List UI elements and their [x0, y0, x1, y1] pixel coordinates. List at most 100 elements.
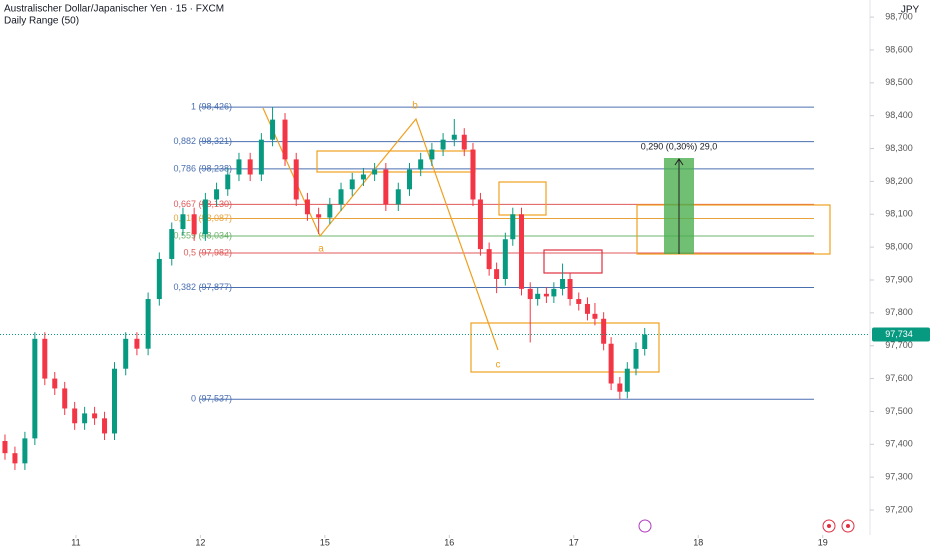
candle-body [592, 313, 598, 319]
candle-body [145, 299, 151, 349]
candle-body [510, 214, 516, 240]
x-tick-label: 15 [320, 537, 330, 547]
candle-body [258, 139, 264, 175]
event-icon [846, 524, 850, 528]
candle-body [601, 318, 607, 344]
candle-body [633, 348, 639, 369]
x-tick-label: 12 [195, 537, 205, 547]
last-price-label: 97,734 [885, 329, 913, 339]
fib-label: 0,559 (98,034) [173, 230, 232, 240]
candle-body [543, 293, 549, 297]
currency-label: JPY [901, 5, 920, 16]
candle-body [62, 388, 68, 409]
candle-body [576, 299, 582, 304]
candle-body [112, 368, 118, 434]
y-tick-label: 98,700 [885, 11, 913, 21]
y-tick-label: 97,300 [885, 472, 913, 482]
candle-body [52, 378, 58, 389]
x-tick-label: 11 [71, 537, 80, 547]
indicator-label: Daily Range (50) [4, 16, 79, 27]
candle-body [584, 303, 590, 314]
candle-body [92, 413, 98, 419]
candle-body [349, 179, 355, 190]
candle-body [519, 214, 525, 289]
candle-body [608, 343, 614, 384]
candle-body [617, 383, 623, 392]
candle-body [282, 119, 288, 160]
candle-body [316, 214, 322, 218]
candle-body [486, 249, 492, 270]
candle-body [338, 189, 344, 205]
x-tick-label: 17 [569, 537, 579, 547]
candle-body [395, 189, 401, 205]
candle-body [624, 368, 630, 392]
candle-body [123, 338, 129, 369]
candle-body [82, 413, 88, 424]
candle-body [247, 159, 253, 175]
fib-label: 0,382 (97,877) [173, 282, 232, 292]
y-tick-label: 98,200 [885, 176, 913, 186]
candle-body [22, 438, 28, 464]
fib-label: 0,667 (98,130) [173, 199, 232, 209]
candle-body [440, 139, 446, 150]
wave-label: b [412, 101, 418, 112]
candle-body [180, 214, 186, 230]
event-icon [841, 519, 855, 533]
candle-body [169, 229, 175, 259]
candle-body [461, 134, 467, 150]
candle-body [12, 453, 18, 464]
candle-body [567, 279, 573, 300]
candle-body [102, 418, 108, 434]
candle-body [156, 258, 162, 300]
candle-body [527, 288, 533, 300]
y-tick-label: 98,500 [885, 77, 913, 87]
candle-body [418, 159, 424, 170]
candle-body [236, 159, 242, 175]
candle-body [214, 189, 220, 200]
candle-body [360, 174, 366, 180]
candle-body [2, 441, 8, 454]
candle-body [42, 338, 48, 379]
fib-label: 0,882 (98,321) [173, 136, 232, 146]
candle-body [477, 199, 483, 250]
y-tick-label: 98,000 [885, 242, 913, 252]
candle-body [560, 279, 566, 289]
zone-box [543, 249, 603, 274]
candles [2, 107, 648, 470]
candle-body [32, 338, 38, 439]
candle-body [642, 334, 648, 349]
event-icon [827, 524, 831, 528]
candle-body [502, 239, 508, 280]
x-tick-label: 18 [693, 537, 703, 547]
candle-body [327, 204, 333, 218]
y-tick-label: 97,900 [885, 274, 913, 284]
y-tick-label: 97,400 [885, 439, 913, 449]
candle-body [134, 338, 140, 349]
candle-body [383, 169, 389, 205]
candle-body [535, 293, 541, 300]
y-tick-label: 98,600 [885, 44, 913, 54]
x-tick-label: 16 [444, 537, 454, 547]
y-tick-label: 98,400 [885, 110, 913, 120]
candle-body [225, 174, 231, 190]
candle-body [551, 288, 557, 297]
candle-body [451, 134, 457, 140]
y-tick-label: 97,800 [885, 307, 913, 317]
candle-body [406, 169, 412, 190]
chart-title: Australischer Dollar/Japanischer Yen · 1… [4, 4, 224, 15]
wave-label: c [496, 360, 501, 371]
event-icon [822, 519, 836, 533]
candle-body [429, 149, 435, 160]
y-tick-label: 97,600 [885, 373, 913, 383]
event-icon [638, 519, 652, 533]
y-tick-label: 98,100 [885, 209, 913, 219]
measure-arrow-head [674, 158, 684, 166]
fib-retracement: 1 (98,426) 0,882 (98,321) 0,786 (98,238) 0,… [173, 102, 814, 404]
candle-body [202, 199, 208, 235]
x-tick-label: 19 [818, 537, 828, 547]
candle-body [270, 119, 276, 140]
wave-label: a [318, 244, 324, 255]
y-tick-label: 97,700 [885, 340, 913, 350]
fib-label: 0,618 (98,087) [173, 213, 232, 223]
